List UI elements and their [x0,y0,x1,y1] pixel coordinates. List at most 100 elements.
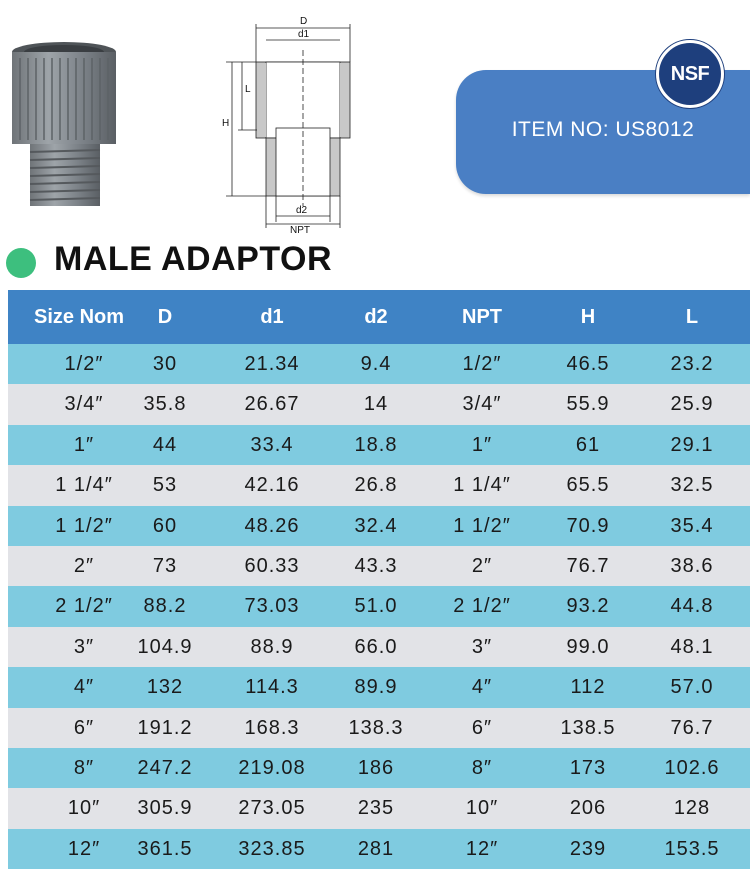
cell-d: 191.2 [137,716,193,739]
cell-l: 102.6 [664,756,720,779]
cell-d2: 26.8 [354,474,398,497]
table-row: 1/2″ 30 21.34 9.4 1/2″ 46.5 23.2 [8,344,750,385]
table-row: 3″ 104.9 88.9 66.0 3″ 99.0 48.1 [8,626,750,668]
cell-l: 38.6 [670,554,714,577]
col-header-npt: NPT [462,306,502,328]
cell-d1: 21.34 [244,353,300,375]
cell-l: 35.4 [670,514,714,537]
cell-d2: 281 [357,837,395,860]
cell-d: 35.8 [143,393,187,416]
cell-d: 53 [152,474,178,497]
cell-size-nom: 8″ [73,756,95,779]
cell-size-nom: 4″ [73,676,95,699]
cell-npt: 6″ [471,716,493,739]
cell-h: 70.9 [566,514,610,537]
dim-label-d2: d2 [296,205,308,216]
col-header-d: D [157,306,173,328]
cell-size-nom: 10″ [67,797,101,820]
page-title: MALE ADAPTOR [54,240,332,278]
cell-d1: 33.4 [250,433,294,456]
table-row: 6″ 191.2 168.3 138.3 6″ 138.5 76.7 [8,707,750,748]
cell-d: 88.2 [143,595,187,618]
table-row: 12″ 361.5 323.85 281 12″ 239 153.5 [8,828,750,869]
table-row: 1 1/2″ 60 48.26 32.4 1 1/2″ 70.9 35.4 [8,505,750,546]
table-row: 2″ 73 60.33 43.3 2″ 76.7 38.6 [8,545,750,587]
cell-d2: 89.9 [354,676,398,699]
table-body: 1/2″ 30 21.34 9.4 1/2″ 46.5 23.2 3/4″ 35.8 26.67 1… [8,344,750,869]
cell-size-nom: 6″ [73,716,95,739]
dim-label-L: L [245,84,251,95]
cell-size-nom: 1 1/2″ [55,514,113,537]
cell-npt: 1 1/4″ [453,474,511,497]
nsf-logo-badge: NSF [656,40,724,108]
cell-d: 247.2 [137,756,193,779]
product-photo [12,42,116,206]
table-row: 10″ 305.9 273.05 235 10″ 206 128 [8,788,750,829]
table-row: 8″ 247.2 219.08 186 8″ 173 102.6 [8,747,750,789]
cell-d1: 73.03 [244,595,300,618]
cell-l: 153.5 [664,837,720,860]
cell-size-nom: 2 1/2″ [55,595,113,618]
cell-d2: 138.3 [348,716,404,739]
cell-l: 76.7 [670,716,714,739]
cell-size-nom: 3″ [73,635,95,658]
cell-d2: 235 [357,797,395,820]
cell-npt: 4″ [471,676,493,699]
cell-d1: 114.3 [245,676,299,699]
cell-l: 29.1 [670,433,714,456]
cell-size-nom: 12″ [67,837,101,860]
cell-h: 239 [569,837,607,860]
cell-h: 55.9 [566,393,610,416]
cell-npt: 8″ [471,756,493,779]
cell-d1: 323.85 [238,837,306,860]
specification-table: Size Nom D d1 d2 NPT H L 1/2″ 30 21.34 9.4 1… [8,290,750,869]
col-header-d1: d1 [260,306,284,328]
cell-d1: 273.05 [238,797,306,820]
cell-d: 104.9 [137,635,193,658]
bullet-dot [6,248,36,278]
dim-label-D: D [300,16,307,27]
technical-drawing: D d1 L H d2 NPT [222,16,351,235]
cell-size-nom: 1 1/4″ [55,474,113,497]
cell-npt: 1/2″ [462,353,502,375]
col-header-d2: d2 [364,306,388,328]
cell-h: 61 [575,433,601,456]
cell-d: 73 [152,554,178,577]
cell-d2: 9.4 [360,353,392,375]
cell-npt: 1″ [471,433,493,456]
col-header-l: L [685,306,699,328]
cell-h: 99.0 [566,635,610,658]
dim-label-d1: d1 [298,29,310,40]
cell-d: 361.5 [137,837,193,860]
cell-d2: 51.0 [354,595,398,618]
table-row: 4″ 132 114.3 89.9 4″ 112 57.0 [8,667,750,708]
cell-l: 32.5 [670,474,714,497]
cell-l: 25.9 [670,393,714,416]
cell-size-nom: 3/4″ [64,393,104,416]
cell-size-nom: 2″ [73,554,95,577]
cell-d: 44 [152,433,178,456]
cell-d: 132 [146,676,184,699]
cell-h: 76.7 [566,554,610,577]
cell-npt: 12″ [465,837,499,860]
table-row: 1″ 44 33.4 18.8 1″ 61 29.1 [8,424,750,466]
table-header: Size Nom D d1 d2 NPT H L [8,290,750,344]
cell-size-nom: 1/2″ [64,353,104,375]
cell-h: 112 [570,676,606,699]
cell-npt: 2 1/2″ [453,595,511,618]
cell-h: 173 [569,756,607,779]
cell-d1: 219.08 [238,756,306,779]
col-header-size-nom: Size Nom [34,306,125,328]
cell-d2: 43.3 [354,554,398,577]
cell-npt: 10″ [465,797,499,820]
cell-d2: 14 [363,393,389,416]
cell-l: 44.8 [670,595,714,618]
cell-d1: 26.67 [244,393,300,416]
cell-d2: 66.0 [354,635,398,658]
cell-l: 48.1 [670,635,714,658]
cell-l: 128 [673,797,711,820]
nsf-logo-text: NSF [670,62,710,85]
cell-npt: 3″ [471,635,493,658]
cell-d1: 88.9 [250,635,294,658]
cell-d: 305.9 [137,797,193,820]
